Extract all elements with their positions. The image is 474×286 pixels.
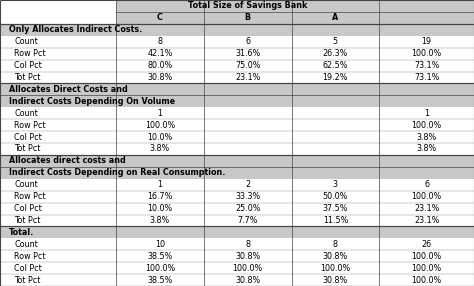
Text: 26: 26 xyxy=(421,240,432,249)
Text: 30.8%: 30.8% xyxy=(323,252,348,261)
Text: Allocates direct costs and: Allocates direct costs and xyxy=(9,156,125,165)
Text: Row Pct: Row Pct xyxy=(14,252,46,261)
Text: Count: Count xyxy=(14,240,38,249)
Text: 3.8%: 3.8% xyxy=(150,144,170,154)
Text: 5: 5 xyxy=(333,37,338,46)
Text: Only Allocates Indirect Costs.: Only Allocates Indirect Costs. xyxy=(9,25,142,34)
Text: 8: 8 xyxy=(333,240,338,249)
Text: 100.0%: 100.0% xyxy=(411,121,442,130)
Text: 30.8%: 30.8% xyxy=(235,252,260,261)
Text: 37.5%: 37.5% xyxy=(323,204,348,213)
Text: 3.8%: 3.8% xyxy=(417,144,437,154)
Text: Col Pct: Col Pct xyxy=(14,132,42,142)
Text: 7.7%: 7.7% xyxy=(237,216,258,225)
Text: 23.1%: 23.1% xyxy=(414,204,439,213)
Text: 10.0%: 10.0% xyxy=(147,204,173,213)
Text: 30.8%: 30.8% xyxy=(235,275,260,285)
Text: 6: 6 xyxy=(424,180,429,189)
Text: 8: 8 xyxy=(245,240,250,249)
Text: 11.5%: 11.5% xyxy=(323,216,348,225)
Text: 10.0%: 10.0% xyxy=(147,132,173,142)
Text: 73.1%: 73.1% xyxy=(414,61,439,70)
Text: 19: 19 xyxy=(421,37,432,46)
Text: 38.5%: 38.5% xyxy=(147,252,173,261)
Text: 62.5%: 62.5% xyxy=(323,61,348,70)
Text: Tot Pct: Tot Pct xyxy=(14,216,41,225)
Text: Indirect Costs Depending on Real Consumption.: Indirect Costs Depending on Real Consump… xyxy=(9,168,225,177)
Text: Row Pct: Row Pct xyxy=(14,49,46,58)
Text: 23.1%: 23.1% xyxy=(414,216,439,225)
Text: Total Size of Savings Bank: Total Size of Savings Bank xyxy=(188,1,307,11)
Text: 100.0%: 100.0% xyxy=(145,121,175,130)
Text: Count: Count xyxy=(14,109,38,118)
Text: 6: 6 xyxy=(245,37,250,46)
Text: 3.8%: 3.8% xyxy=(150,216,170,225)
Text: 8: 8 xyxy=(157,37,163,46)
Text: 26.3%: 26.3% xyxy=(323,49,348,58)
Text: 3: 3 xyxy=(333,180,338,189)
Text: 25.0%: 25.0% xyxy=(235,204,260,213)
Text: 100.0%: 100.0% xyxy=(411,49,442,58)
Text: Total.: Total. xyxy=(9,228,34,237)
Text: Row Pct: Row Pct xyxy=(14,192,46,201)
Bar xyxy=(0,24,474,36)
Text: 100.0%: 100.0% xyxy=(233,264,263,273)
Text: Tot Pct: Tot Pct xyxy=(14,73,41,82)
Bar xyxy=(116,12,474,24)
Text: Col Pct: Col Pct xyxy=(14,264,42,273)
Text: 2: 2 xyxy=(245,180,250,189)
Bar xyxy=(116,0,474,12)
Text: Allocates Direct Costs and: Allocates Direct Costs and xyxy=(9,85,128,94)
Text: 23.1%: 23.1% xyxy=(235,73,260,82)
Text: A: A xyxy=(332,13,338,22)
Text: 80.0%: 80.0% xyxy=(147,61,173,70)
Text: Indirect Costs Depending On Volume: Indirect Costs Depending On Volume xyxy=(9,97,174,106)
Text: 100.0%: 100.0% xyxy=(320,264,350,273)
Bar xyxy=(0,167,474,179)
Text: 1: 1 xyxy=(157,109,163,118)
Text: Count: Count xyxy=(14,180,38,189)
Text: 50.0%: 50.0% xyxy=(323,192,348,201)
Text: Tot Pct: Tot Pct xyxy=(14,275,41,285)
Text: 30.8%: 30.8% xyxy=(323,275,348,285)
Text: 100.0%: 100.0% xyxy=(411,264,442,273)
Text: Count: Count xyxy=(14,37,38,46)
Bar xyxy=(0,227,474,238)
Text: Col Pct: Col Pct xyxy=(14,61,42,70)
Text: Row Pct: Row Pct xyxy=(14,121,46,130)
Text: 38.5%: 38.5% xyxy=(147,275,173,285)
Text: 100.0%: 100.0% xyxy=(411,252,442,261)
Text: 10: 10 xyxy=(155,240,165,249)
Bar xyxy=(0,95,474,107)
Text: 100.0%: 100.0% xyxy=(411,275,442,285)
Text: C: C xyxy=(157,13,163,22)
Text: 19.2%: 19.2% xyxy=(323,73,348,82)
Text: 1: 1 xyxy=(157,180,163,189)
Text: Tot Pct: Tot Pct xyxy=(14,144,41,154)
Text: 100.0%: 100.0% xyxy=(145,264,175,273)
Text: 73.1%: 73.1% xyxy=(414,73,439,82)
Text: 16.7%: 16.7% xyxy=(147,192,173,201)
Bar xyxy=(0,155,474,167)
Text: B: B xyxy=(245,13,251,22)
Text: 75.0%: 75.0% xyxy=(235,61,260,70)
Bar xyxy=(0,84,474,95)
Text: 31.6%: 31.6% xyxy=(235,49,260,58)
Text: 30.8%: 30.8% xyxy=(147,73,173,82)
Text: 3.8%: 3.8% xyxy=(417,132,437,142)
Text: 1: 1 xyxy=(424,109,429,118)
Text: 33.3%: 33.3% xyxy=(235,192,260,201)
Text: Col Pct: Col Pct xyxy=(14,204,42,213)
Text: 42.1%: 42.1% xyxy=(147,49,173,58)
Text: 100.0%: 100.0% xyxy=(411,192,442,201)
